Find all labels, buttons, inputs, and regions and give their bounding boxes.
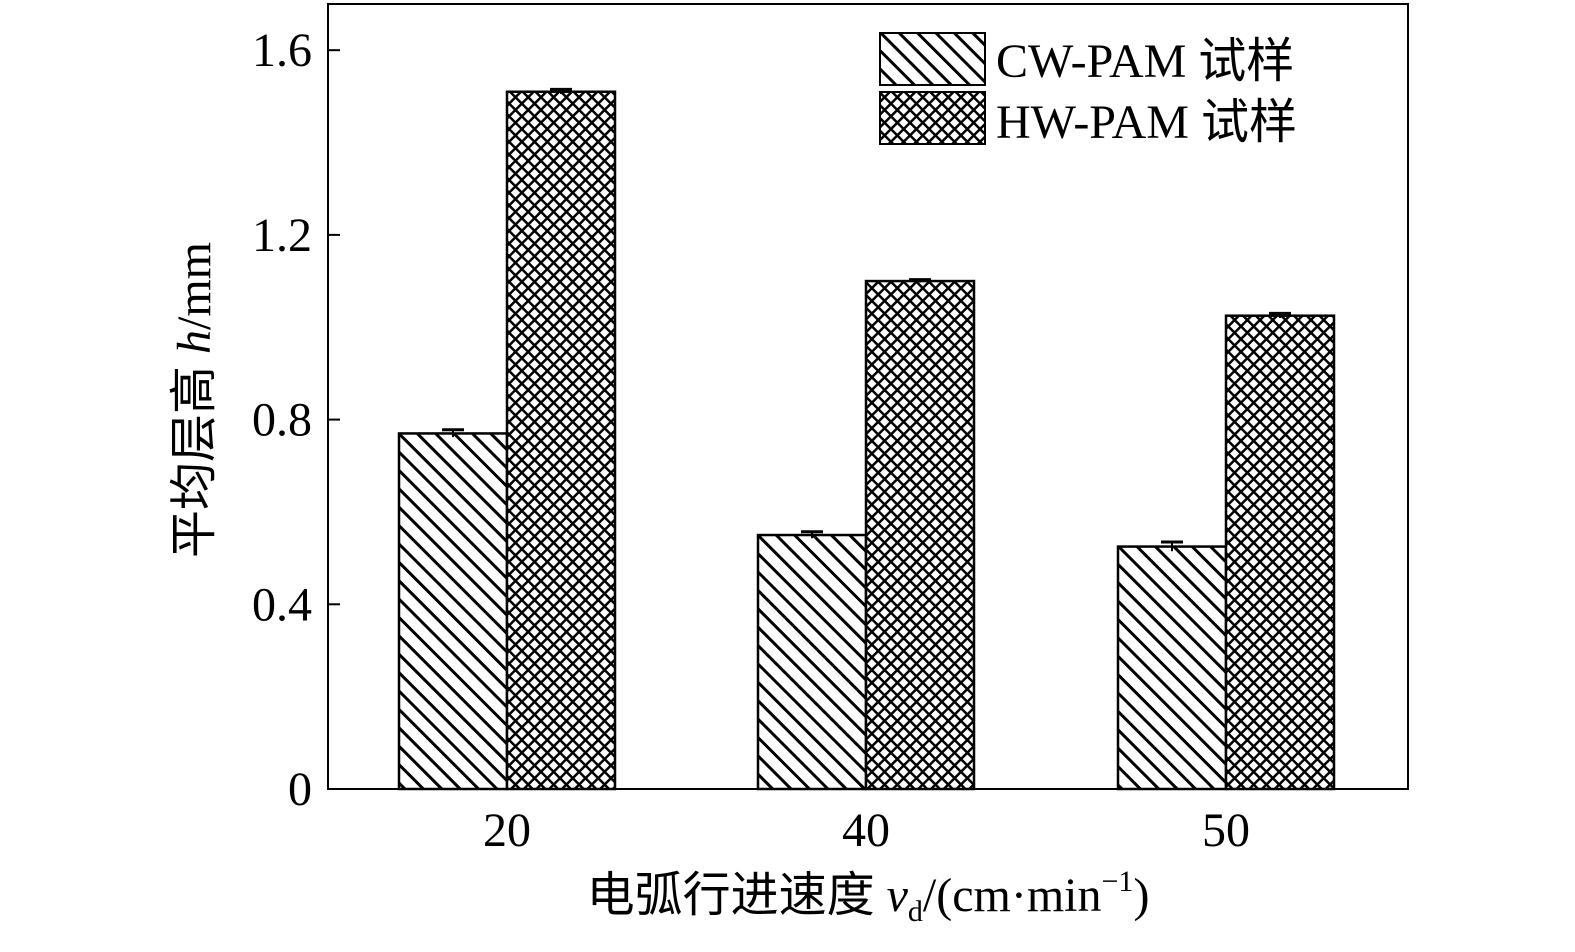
y-axis: 0 0.4 0.8 1.2 1.6 <box>252 24 340 816</box>
bar-hw-pam-50 <box>1224 314 1336 791</box>
legend-label-cw-pam: CW-PAM 试样 <box>996 35 1294 88</box>
plot-area <box>397 87 1336 791</box>
y-axis-label-variable: h <box>168 330 221 354</box>
bar-cw-pam-40 <box>756 533 868 791</box>
y-tick-label-0: 0 <box>288 763 312 816</box>
legend-swatch-cw-pam <box>879 32 986 86</box>
y-tick-label-0.4: 0.4 <box>252 578 312 631</box>
x-axis-label-variable: v <box>887 869 909 922</box>
x-axis: 20 40 50 <box>483 777 1250 857</box>
bar-hw-pam-20 <box>505 90 617 791</box>
bar-cw-pam-50 <box>1116 545 1228 791</box>
x-axis-label-subscript: d <box>908 895 923 928</box>
x-axis-label-main: 电弧行进速度 <box>587 869 887 922</box>
y-axis-label: 平均层高 h/mm <box>168 242 221 558</box>
legend-swatch-hw-pam <box>879 91 986 145</box>
legend-label-hw-pam: HW-PAM 试样 <box>996 96 1297 149</box>
y-tick-label-0.8: 0.8 <box>252 394 312 447</box>
x-axis-label-superscript: −1 <box>1102 865 1134 898</box>
x-tick-label-40: 40 <box>842 804 890 857</box>
x-axis-label-unit-close: ) <box>1133 869 1149 922</box>
x-tick-label-50: 50 <box>1202 804 1250 857</box>
legend: CW-PAM 试样 HW-PAM 试样 <box>879 32 1297 149</box>
y-tick-label-1.2: 1.2 <box>252 209 312 262</box>
bar-cw-pam-20 <box>397 432 509 791</box>
y-tick-label-1.6: 1.6 <box>252 24 312 77</box>
x-tick-label-20: 20 <box>483 804 531 857</box>
plot-frame <box>327 3 1409 790</box>
x-axis-label: 电弧行进速度 vd/(cm·min−1) <box>587 865 1150 928</box>
y-axis-label-unit: /mm <box>168 242 221 330</box>
x-axis-label-unit-open: /(cm·min <box>923 869 1102 922</box>
bar-hw-pam-40 <box>864 279 976 791</box>
y-axis-label-main: 平均层高 <box>168 354 221 558</box>
